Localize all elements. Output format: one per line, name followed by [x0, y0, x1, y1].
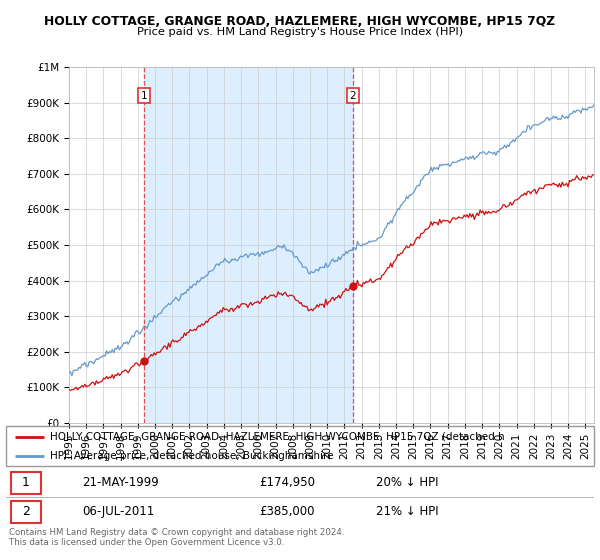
Text: HOLLY COTTAGE, GRANGE ROAD, HAZLEMERE, HIGH WYCOMBE, HP15 7QZ: HOLLY COTTAGE, GRANGE ROAD, HAZLEMERE, H…	[44, 15, 556, 27]
FancyBboxPatch shape	[11, 472, 41, 494]
Text: 1: 1	[141, 91, 148, 101]
Text: 21-MAY-1999: 21-MAY-1999	[82, 476, 159, 489]
Text: 06-JUL-2011: 06-JUL-2011	[82, 505, 155, 519]
Text: 1: 1	[22, 476, 30, 489]
Text: 21% ↓ HPI: 21% ↓ HPI	[376, 505, 439, 519]
FancyBboxPatch shape	[11, 501, 41, 523]
Text: Price paid vs. HM Land Registry's House Price Index (HPI): Price paid vs. HM Land Registry's House …	[137, 27, 463, 37]
Text: HPI: Average price, detached house, Buckinghamshire: HPI: Average price, detached house, Buck…	[50, 451, 334, 461]
Text: £385,000: £385,000	[259, 505, 314, 519]
Text: Contains HM Land Registry data © Crown copyright and database right 2024.
This d: Contains HM Land Registry data © Crown c…	[9, 528, 344, 547]
Text: 20% ↓ HPI: 20% ↓ HPI	[376, 476, 439, 489]
Text: HOLLY COTTAGE, GRANGE ROAD, HAZLEMERE, HIGH WYCOMBE, HP15 7QZ (detached h: HOLLY COTTAGE, GRANGE ROAD, HAZLEMERE, H…	[50, 432, 505, 442]
Text: 2: 2	[350, 91, 356, 101]
Text: £174,950: £174,950	[259, 476, 315, 489]
Text: 2: 2	[22, 505, 30, 519]
Bar	[145, 67, 353, 423]
